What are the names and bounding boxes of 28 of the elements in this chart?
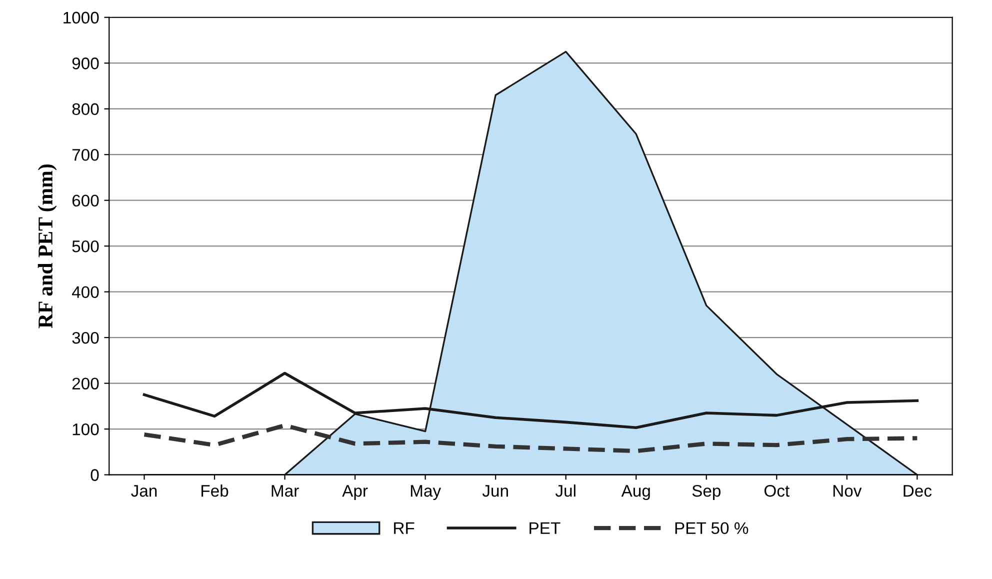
- x-tick-label: May: [410, 485, 442, 500]
- x-tick-label: Apr: [342, 485, 368, 500]
- y-tick-label: 200: [72, 378, 99, 390]
- x-tick-label: Jan: [131, 485, 157, 497]
- x-tick-label: Jun: [482, 485, 508, 497]
- y-tick-label: 700: [72, 148, 99, 161]
- x-tick-label: Mar: [272, 485, 299, 497]
- y-tick-label: 0: [90, 469, 99, 481]
- y-tick-label: 1000: [64, 12, 99, 24]
- y-tick-label: 100: [72, 423, 99, 436]
- x-tick-label: Dec: [904, 485, 932, 497]
- x-tick-label: Aug: [621, 485, 650, 500]
- y-tick-label: 400: [72, 286, 99, 298]
- x-tick-label: Sep: [692, 484, 721, 500]
- y-tick-label: 800: [72, 103, 99, 116]
- x-tick-label: Nov: [833, 485, 862, 497]
- x-tick-label: Oct: [764, 484, 790, 497]
- y-tick-label: 600: [72, 194, 99, 207]
- legend-label: RF: [394, 522, 414, 534]
- line-series: [142, 423, 920, 454]
- y-tick-label: 300: [72, 332, 99, 344]
- y-axis-title: RF and PET (mm): [38, 164, 57, 328]
- y-tick-label: 900: [72, 58, 99, 70]
- legend-label: PET 50 %: [675, 522, 748, 534]
- y-tick-label: 500: [72, 240, 99, 252]
- legend-label: PET: [530, 522, 560, 534]
- x-tick-label: Jul: [555, 484, 576, 497]
- x-tick-label: Feb: [202, 484, 228, 497]
